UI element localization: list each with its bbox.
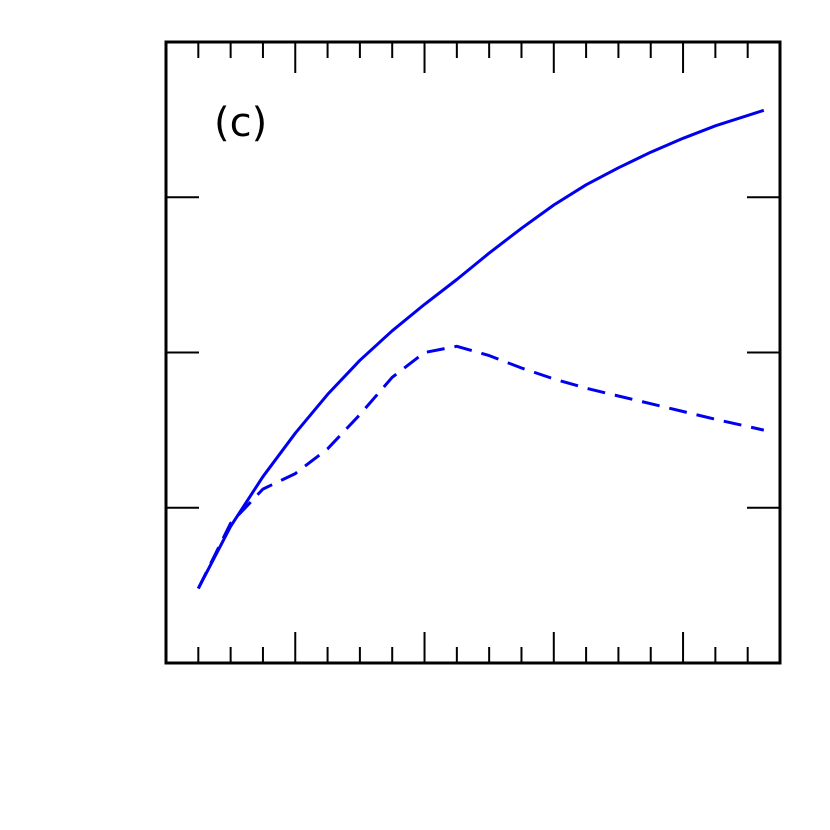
axis-ticks [165,42,780,663]
plot-frame [164,40,782,665]
series-group [196,108,765,590]
series-line-dashed [196,344,765,590]
series-line-solid [196,108,765,590]
panel-label: (c) [214,100,267,146]
